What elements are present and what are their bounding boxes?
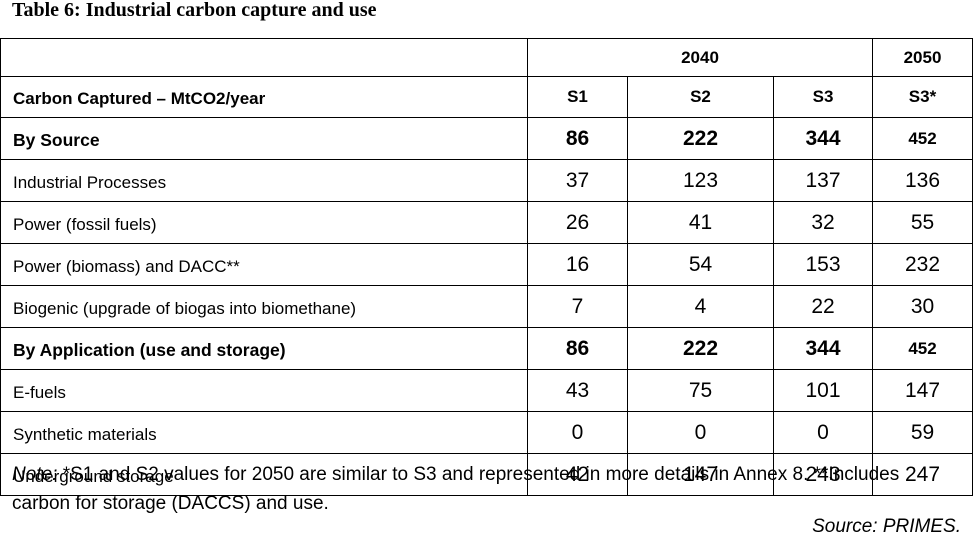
table-note: Note: *S1 and S2 values for 2050 are sim… — [12, 460, 962, 518]
value-cell: 136 — [872, 159, 973, 202]
note-label: Note: — [12, 464, 58, 485]
row-label: By Source — [0, 117, 528, 160]
row-label: Power (fossil fuels) — [0, 201, 528, 244]
value-cell: 0 — [772, 411, 874, 454]
value-cell: 101 — [772, 369, 874, 412]
table-row: By Application (use and storage) 86 222 … — [0, 327, 973, 370]
value-cell: 153 — [772, 243, 874, 286]
value-cell: 147 — [872, 369, 973, 412]
scenario-s1-header: S1 — [527, 76, 628, 118]
value-cell: 41 — [627, 201, 774, 244]
year-2040-header: 2040 — [526, 38, 874, 77]
value-cell: 222 — [627, 117, 774, 160]
table-row: E-fuels 43 75 101 147 — [0, 369, 973, 412]
value-cell: 4 — [627, 285, 774, 328]
scenario-s2-header: S2 — [627, 76, 774, 118]
value-cell: 243 — [772, 453, 874, 496]
value-cell: 222 — [627, 327, 774, 370]
value-cell: 137 — [772, 159, 874, 202]
table-row: By Source 86 222 344 452 — [0, 117, 973, 160]
value-cell: 86 — [527, 327, 628, 370]
source-credit: Source: PRIMES. — [812, 516, 961, 537]
row-label: Biogenic (upgrade of biogas into biometh… — [0, 285, 528, 328]
value-cell: 42 — [527, 453, 628, 496]
value-cell: 452 — [872, 117, 973, 160]
table-row: Industrial Processes 37 123 137 136 — [0, 159, 973, 202]
row-header-label: Carbon Captured – MtCO2/year — [0, 76, 528, 118]
value-cell: 232 — [872, 243, 973, 286]
value-cell: 7 — [527, 285, 628, 328]
year-header-row: 2040 2050 — [0, 38, 973, 77]
value-cell: 344 — [772, 327, 874, 370]
row-label: By Application (use and storage) — [0, 327, 528, 370]
table-row: Underground storage 42 147 243 247 — [0, 453, 973, 496]
value-cell: 30 — [872, 285, 973, 328]
carbon-capture-table: 2040 2050 Carbon Captured – MtCO2/year S… — [0, 38, 973, 496]
value-cell: 452 — [872, 327, 973, 370]
row-label: Underground storage — [0, 453, 528, 496]
row-label: Synthetic materials — [0, 411, 528, 454]
value-cell: 37 — [527, 159, 628, 202]
table-row: Biogenic (upgrade of biogas into biometh… — [0, 285, 973, 328]
table-row: Power (biomass) and DACC** 16 54 153 232 — [0, 243, 973, 286]
value-cell: 54 — [627, 243, 774, 286]
value-cell: 0 — [627, 411, 774, 454]
row-label: E-fuels — [0, 369, 528, 412]
value-cell: 0 — [527, 411, 628, 454]
value-cell: 22 — [772, 285, 874, 328]
row-label: Power (biomass) and DACC** — [0, 243, 528, 286]
scenario-s3-star-header: S3* — [872, 76, 973, 118]
table-caption: Table 6: Industrial carbon capture and u… — [12, 0, 377, 21]
value-cell: 59 — [872, 411, 973, 454]
value-cell: 123 — [627, 159, 774, 202]
value-cell: 26 — [527, 201, 628, 244]
value-cell: 247 — [872, 453, 973, 496]
value-cell: 75 — [627, 369, 774, 412]
value-cell: 32 — [772, 201, 874, 244]
empty-corner-cell — [0, 38, 528, 77]
table-row: Power (fossil fuels) 26 41 32 55 — [0, 201, 973, 244]
scenario-s3-header: S3 — [772, 76, 874, 118]
value-cell: 16 — [527, 243, 628, 286]
value-cell: 344 — [772, 117, 874, 160]
value-cell: 86 — [527, 117, 628, 160]
note-text: *S1 and S2 values for 2050 are similar t… — [12, 464, 900, 514]
table-row: Synthetic materials 0 0 0 59 — [0, 411, 973, 454]
scenario-header-row: Carbon Captured – MtCO2/year S1 S2 S3 S3… — [0, 76, 973, 118]
row-label: Industrial Processes — [0, 159, 528, 202]
year-2050-header: 2050 — [872, 38, 973, 77]
value-cell: 43 — [527, 369, 628, 412]
value-cell: 55 — [872, 201, 973, 244]
